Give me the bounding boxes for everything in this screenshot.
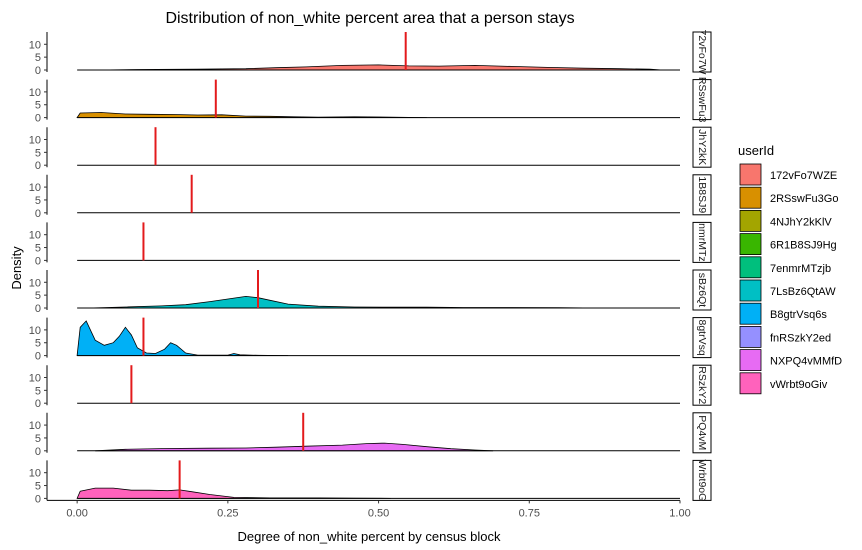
- facet-strip: [692, 79, 712, 121]
- chart-title: Distribution of non_white percent area t…: [165, 10, 574, 27]
- density-area: [95, 442, 494, 452]
- facet-strip-label: 72vFo7W: [696, 30, 708, 75]
- x-tick-label: 0.50: [368, 507, 389, 519]
- y-tick-label: 10: [29, 372, 41, 384]
- y-tick-label: 0: [35, 398, 41, 410]
- facet-strip-label: 8gtrVsq: [696, 320, 708, 356]
- legend-swatch: [739, 372, 762, 395]
- legend-label: vWrbt9oGiv: [770, 379, 828, 391]
- y-tick-label: 0: [35, 160, 41, 172]
- x-axis: 0.00 0.25 0.50 0.75 1.00: [47, 499, 691, 519]
- legend-label: 7LsBz6QtAW: [770, 286, 836, 298]
- legend-label: fnRSzkY2ed: [770, 332, 831, 344]
- x-axis-title: Degree of non_white percent by census bl…: [237, 529, 501, 544]
- legend-swatch: [739, 163, 762, 186]
- y-tick-label: 5: [35, 433, 41, 445]
- y-tick-label: 10: [29, 277, 41, 289]
- legend-label: 2RSswFu3Go: [770, 193, 838, 205]
- legend: userId 172vFo7WZE 2RSswFu3Go 4NJhY2kKlV 6R1B…: [738, 143, 842, 395]
- y-tick-label: 0: [35, 493, 41, 505]
- y-tick-label: 5: [35, 338, 41, 350]
- facet-strip-label: nmrMTz: [696, 223, 708, 262]
- legend-swatch: [739, 233, 762, 256]
- y-tick-label: 5: [35, 100, 41, 112]
- facet-strip: [692, 126, 712, 168]
- y-tick-label: 5: [35, 481, 41, 493]
- y-tick-label: 10: [29, 87, 41, 99]
- density-area: [76, 487, 391, 499]
- facet-strip-label: RSswFu3: [696, 77, 708, 123]
- legend-label: NXPQ4vMMfD: [770, 356, 842, 368]
- facet-strip: [692, 459, 712, 501]
- facet-strip: [692, 221, 712, 263]
- facet-strip: [692, 31, 712, 73]
- facet-strip: [692, 269, 712, 311]
- y-tick-label: 5: [35, 243, 41, 255]
- facet-strip-label: sBz6Qt: [696, 273, 708, 308]
- density-area: [101, 64, 662, 71]
- y-tick-label: 0: [35, 208, 41, 220]
- y-tick-label: 5: [35, 290, 41, 302]
- legend-label: B8gtrVsq6s: [770, 309, 827, 321]
- y-tick-label: 0: [35, 255, 41, 267]
- y-tick-label: 10: [29, 39, 41, 51]
- density-area: [76, 320, 289, 356]
- y-tick-label: 10: [29, 420, 41, 432]
- facet-strip-label: PQ4vM: [696, 415, 708, 450]
- facet-strip-label: RSzkY2: [696, 366, 708, 404]
- y-tick-label: 0: [35, 446, 41, 458]
- x-tick-label: 0.25: [217, 507, 238, 519]
- facet-strip: [692, 412, 712, 454]
- y-tick-label: 10: [29, 468, 41, 480]
- legend-label: 7enmrMTzjb: [770, 263, 831, 275]
- legend-swatch: [739, 256, 762, 279]
- y-tick-label: 0: [35, 303, 41, 315]
- y-tick-label: 5: [35, 52, 41, 64]
- legend-swatch: [739, 302, 762, 325]
- facet-strip: [692, 364, 712, 406]
- y-tick-label: 10: [29, 230, 41, 242]
- y-tick-label: 5: [35, 147, 41, 159]
- y-tick-label: 10: [29, 182, 41, 194]
- x-tick-label: 0.00: [66, 507, 87, 519]
- legend-label: 6R1B8SJ9Hg: [770, 240, 837, 252]
- facet-strip: [692, 174, 712, 216]
- facet-strip: [692, 317, 712, 359]
- facet-strip-label: JhY2kK: [696, 129, 708, 165]
- facet-strip-label: Wrbt9oG: [696, 459, 708, 501]
- density-area: [89, 295, 596, 309]
- facet-strip-label: 1B8SJ9: [696, 176, 708, 213]
- y-tick-label: 10: [29, 134, 41, 146]
- legend-swatch: [739, 186, 762, 209]
- x-tick-label: 1.00: [669, 507, 690, 519]
- legend-swatch: [739, 209, 762, 232]
- y-tick-label: 0: [35, 113, 41, 125]
- legend-swatch: [739, 325, 762, 348]
- y-tick-label: 5: [35, 385, 41, 397]
- y-tick-label: 10: [29, 325, 41, 337]
- legend-label: 172vFo7WZE: [770, 170, 837, 182]
- y-tick-label: 5: [35, 195, 41, 207]
- y-tick-label: 0: [35, 65, 41, 77]
- y-axis-title: Density: [9, 246, 24, 290]
- legend-swatch: [739, 279, 762, 302]
- legend-title: userId: [738, 143, 774, 158]
- legend-label: 4NJhY2kKlV: [770, 216, 832, 228]
- x-tick-label: 0.75: [519, 507, 540, 519]
- y-tick-label: 0: [35, 351, 41, 363]
- legend-swatch: [739, 349, 762, 372]
- density-area: [76, 112, 427, 118]
